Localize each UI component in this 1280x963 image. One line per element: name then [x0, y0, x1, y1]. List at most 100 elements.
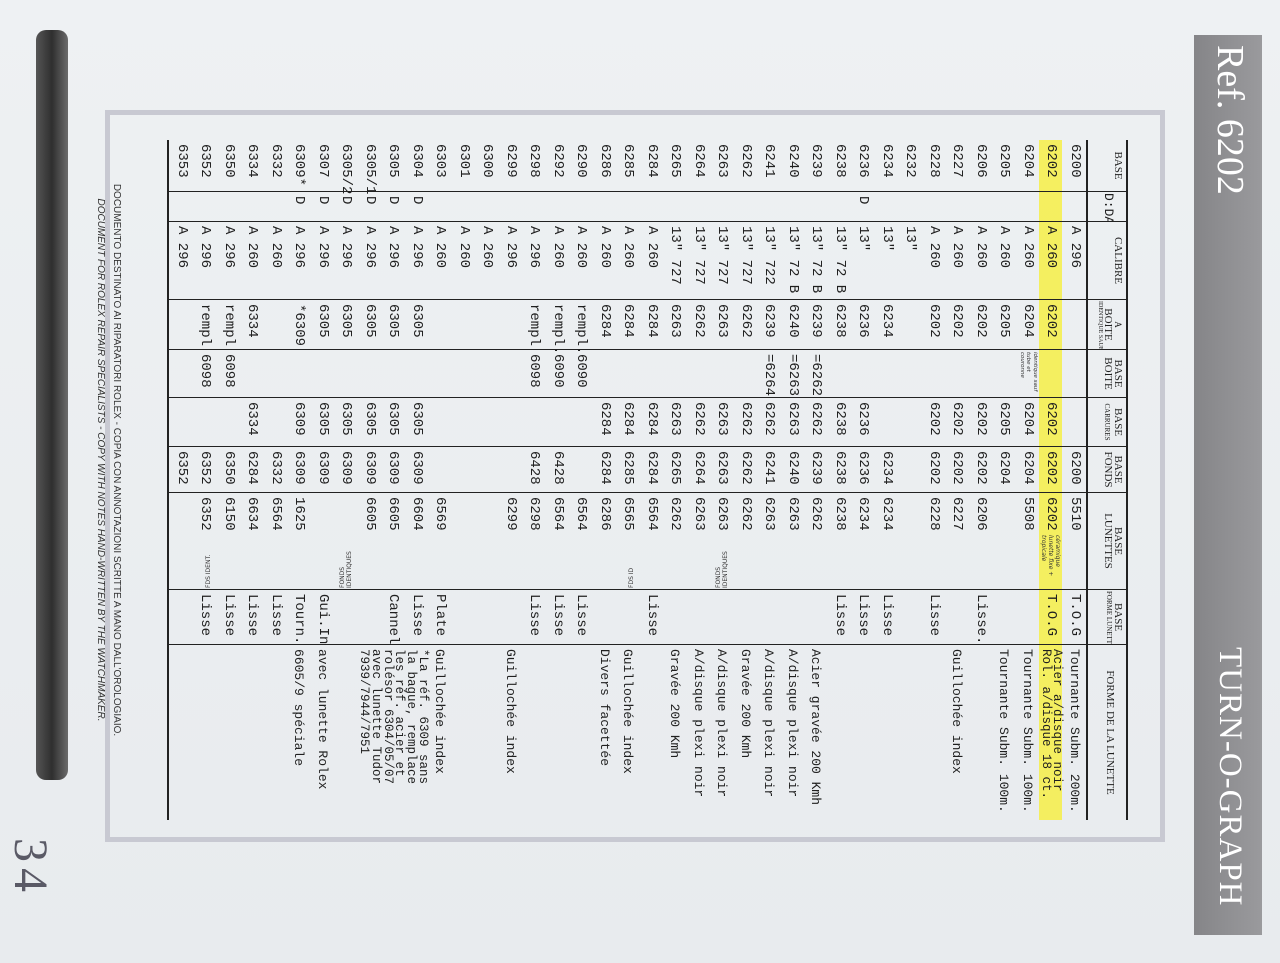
cell-fonds: 6202 — [1039, 447, 1063, 493]
calibre-value: A 296 — [1067, 226, 1083, 269]
cell-carrures: 6284 — [616, 398, 640, 447]
fonds-value: 6284 — [244, 451, 261, 485]
table-row: 6299 A 296 6299 Guillochée index — [498, 140, 522, 820]
header-base-forme-lunette: BASE FORME LUNETTE — [1088, 590, 1126, 645]
table-row: 6305/1 D A 296 6305 6305 6309 6605 avec lunette… — [357, 140, 384, 820]
carrures-value: 6262 — [761, 402, 778, 436]
cell-date — [545, 192, 569, 222]
cell-fonds: 6241 — [757, 447, 781, 493]
boite-value: 6234 — [879, 304, 895, 338]
cell-boite: 6305 — [381, 300, 405, 350]
cell-forme: A/disque plexi noir — [710, 645, 734, 820]
cell-lunettes: FONDS IDENTIQUES — [334, 493, 358, 590]
base-boite-value: =6264 — [761, 354, 778, 397]
cell-fonds — [498, 447, 522, 493]
cell-fonds: 6309 — [334, 447, 358, 493]
lunettes-value: 6263 — [691, 497, 707, 531]
cell-fonds: 6352 — [169, 447, 193, 493]
reference-table: BASE D:DATE CALIBRE A BOITE IDENTIQUE SAUF… — [167, 140, 1128, 820]
lunettes-value: 6263 — [714, 497, 731, 531]
header-sublabel: IDENTIQUE SAUF LUNETTE — [1097, 301, 1103, 350]
table-row: 6309* D A 296 *6309 6309 6309 1625 Tourn. 6605/9… — [287, 140, 311, 820]
cell-calibre: A 296 — [216, 222, 240, 300]
base-boite-value: 6098 — [526, 354, 543, 388]
fonds-value: 6332 — [268, 451, 284, 485]
fonds-value: 6350 — [221, 451, 237, 485]
date-value: D — [362, 196, 378, 205]
table-row: 6262 13" 727 6262 6262 6262 6262 Gravée 200 Km… — [733, 140, 757, 820]
lunettes-value: 6262 — [738, 497, 754, 531]
header-label: A — [1113, 321, 1123, 328]
carrures-value: 6262 — [691, 402, 707, 436]
forme-line: Gravée 200 Kmh — [738, 649, 753, 759]
cell-base: 6262 — [733, 140, 757, 192]
base-value: 6238 — [832, 144, 848, 178]
cell-date — [780, 192, 804, 222]
calibre-value: A 260 — [926, 226, 942, 269]
lunettes-value: 6564 — [550, 497, 566, 531]
cell-forme-base — [498, 590, 522, 645]
cell-boite — [898, 300, 922, 350]
cell-forme-base — [780, 590, 804, 645]
fonds-value: 6200 — [1067, 451, 1083, 485]
cell-forme — [546, 645, 570, 820]
cell-calibre: A 296 — [522, 222, 546, 300]
forme-line: *La réf. 6309 sans — [416, 649, 430, 785]
cell-boite — [475, 300, 499, 350]
header-sublabel: FORME LUNETTE — [1105, 591, 1113, 645]
cell-fonds: 6350 — [216, 447, 240, 493]
base-value: 6240 — [785, 144, 801, 178]
cell-fonds: 6309 — [404, 447, 428, 493]
table-row: 6202 A 260 6202 6202 6202 6202 céramique lunet… — [1039, 140, 1065, 820]
cell-carrures: 6334 — [240, 398, 264, 447]
cell-base-boite — [1039, 350, 1063, 398]
forme-base-value: Lisse — [644, 594, 660, 637]
cell-forme: avec lunette Tudor 7939/7944/7951 — [358, 645, 384, 820]
boite-value: 6305 — [409, 304, 425, 338]
forme-base-value: Gui.In — [315, 594, 331, 645]
base-value: 6264 — [691, 144, 707, 178]
cell-base-boite — [827, 350, 851, 398]
cell-boite — [451, 300, 475, 350]
forme-base-value: Lisse — [550, 594, 566, 637]
cell-base-boite — [334, 350, 358, 398]
forme-line: A/disque plexi noir — [761, 649, 777, 798]
cell-calibre: A 296 — [193, 222, 217, 300]
cell-base-boite: 6098 — [216, 350, 240, 398]
header-label: FONDS — [1102, 451, 1114, 488]
table-row: 6204 A 260 6204 identique sauf tube et cour… — [1015, 140, 1040, 820]
table-row: 6284 A 260 6284 6284 6284 6564 Lisse — [639, 140, 663, 820]
boite-value: 6262 — [738, 304, 754, 338]
cell-boite — [263, 300, 287, 350]
cell-carrures: 6202 — [945, 398, 969, 447]
cell-boite: 6262 — [733, 300, 757, 350]
calibre-value: 13" 72 B — [832, 226, 848, 294]
cell-carrures: 6309 — [287, 398, 311, 447]
forme-line: avec lunette Tudor — [369, 649, 383, 785]
boite-value: rempl. — [550, 304, 566, 355]
cell-date — [193, 192, 217, 222]
cell-forme: Tournante Subm. 100m. — [1016, 645, 1040, 820]
cell-forme-base: Lisse — [522, 590, 546, 645]
cell-forme: Acier gravée 200 Kmh — [804, 645, 828, 820]
cell-base-boite: identique sauf tube et couronne — [1015, 350, 1039, 398]
fonds-value: 6309 — [385, 451, 402, 485]
table-row: 6292 A 260 rempl. 6090 6428 6564 Lisse — [545, 140, 570, 820]
lunettes-value: 6228 — [926, 497, 942, 531]
cell-base-boite — [475, 350, 499, 398]
lunettes-value: 6206 — [973, 497, 989, 531]
forme-line: rolésor 6304/05/07 — [381, 649, 395, 785]
table-row: 6350 A 296 rempl 6098 6350 6150 Lisse — [216, 140, 240, 820]
cell-base-boite — [451, 350, 475, 398]
base-value: 6206 — [973, 144, 989, 178]
boite-value: 6238 — [832, 304, 848, 338]
cell-base-boite — [310, 350, 334, 398]
cell-boite: rempl — [193, 300, 217, 350]
cell-base-boite — [898, 350, 922, 398]
cell-carrures: 6305 — [357, 398, 381, 447]
header-base-carrures: BASE CARRURES — [1088, 398, 1126, 447]
cell-carrures: 6263 — [663, 398, 687, 447]
cell-fonds — [428, 447, 452, 493]
base-value: 6234 — [879, 144, 895, 178]
cell-calibre: A 296 — [498, 222, 522, 300]
